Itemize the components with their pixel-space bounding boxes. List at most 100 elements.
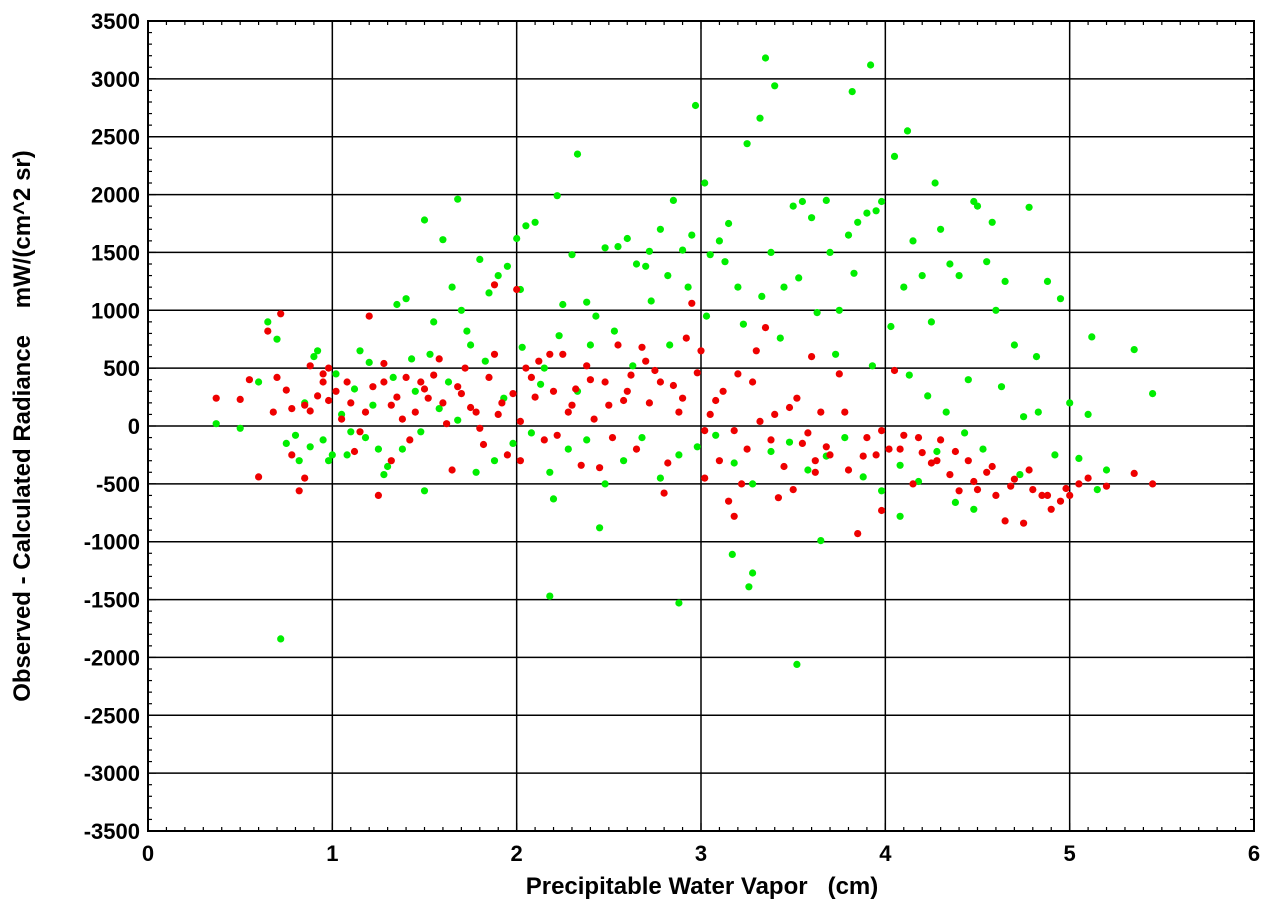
red-data-point: [1001, 517, 1009, 525]
green-data-point: [890, 152, 899, 160]
red-data-point: [863, 434, 871, 442]
red-data-point: [448, 466, 456, 474]
red-data-point: [1007, 482, 1015, 490]
green-data-point: [669, 196, 678, 204]
y-tick-label: 500: [103, 356, 140, 381]
red-data-point: [365, 312, 373, 320]
green-data-point: [758, 292, 766, 300]
green-data-point: [844, 231, 853, 239]
green-data-point: [356, 347, 364, 355]
green-data-point: [485, 289, 493, 297]
red-data-point: [277, 310, 285, 318]
red-data-point: [761, 324, 770, 332]
green-data-point: [490, 457, 499, 465]
green-data-point: [642, 262, 650, 270]
green-data-point: [749, 480, 757, 488]
green-data-point: [295, 457, 303, 465]
green-data-point: [725, 219, 733, 228]
red-data-point: [476, 424, 484, 432]
green-data-point: [1066, 399, 1074, 407]
green-data-point: [1032, 353, 1041, 361]
red-data-point: [688, 299, 696, 307]
red-data-point: [509, 390, 517, 398]
green-data-point: [555, 332, 563, 340]
y-tick-label: -3500: [84, 819, 140, 844]
green-data-point: [1034, 408, 1042, 416]
green-data-point: [903, 127, 912, 135]
red-data-point: [900, 431, 908, 439]
green-data-point: [795, 274, 803, 282]
green-data-point: [961, 429, 969, 437]
green-data-point: [841, 434, 849, 442]
green-data-point: [970, 505, 978, 513]
red-data-point: [513, 285, 521, 294]
red-data-point: [264, 327, 272, 335]
green-data-point: [398, 445, 406, 453]
red-data-point: [804, 429, 812, 437]
red-data-point: [896, 445, 904, 453]
y-tick-label: -2000: [84, 645, 140, 670]
green-data-point: [273, 335, 281, 343]
green-data-point: [430, 318, 438, 326]
red-data-point: [822, 443, 830, 451]
red-data-point: [1149, 480, 1157, 488]
green-data-point: [629, 362, 637, 370]
green-data-point: [454, 195, 462, 203]
red-data-point: [343, 378, 351, 386]
x-tick-label: 5: [1064, 841, 1076, 866]
green-data-point: [620, 457, 628, 465]
green-data-point: [767, 447, 775, 456]
green-data-point: [997, 383, 1006, 391]
red-data-point: [494, 410, 502, 418]
red-data-point: [605, 401, 613, 409]
green-data-point: [638, 434, 646, 442]
red-data-point: [295, 487, 303, 495]
red-data-point: [601, 378, 609, 386]
green-data-point: [553, 192, 561, 200]
red-data-point: [516, 417, 525, 425]
green-data-point: [264, 318, 272, 326]
green-data-point: [988, 218, 996, 226]
x-tick-label: 1: [326, 841, 338, 866]
red-data-point: [719, 387, 727, 395]
red-data-point: [937, 436, 945, 444]
green-data-point: [743, 140, 751, 148]
green-data-point: [1001, 277, 1009, 285]
green-data-point: [540, 364, 548, 372]
green-data-point: [361, 434, 370, 442]
red-data-point: [808, 353, 816, 361]
red-data-point: [914, 434, 923, 442]
green-data-point: [813, 309, 821, 317]
red-data-point: [273, 373, 281, 381]
green-data-point: [693, 443, 701, 451]
red-data-point: [420, 385, 429, 393]
red-data-point: [568, 401, 576, 409]
green-data-point: [494, 272, 502, 280]
green-data-point: [734, 283, 742, 291]
green-data-point: [776, 334, 784, 342]
green-data-point: [712, 431, 720, 439]
green-data-point: [666, 341, 674, 349]
red-data-point: [955, 487, 963, 495]
red-data-point: [387, 457, 395, 465]
red-data-point: [988, 462, 996, 471]
red-data-point: [498, 399, 506, 407]
red-data-point: [909, 480, 917, 488]
red-data-point: [627, 371, 635, 379]
red-data-point: [878, 427, 886, 435]
red-data-point: [212, 394, 220, 402]
green-data-point: [1020, 413, 1028, 421]
red-data-point: [325, 364, 333, 372]
green-data-point: [675, 451, 683, 459]
red-data-point: [540, 436, 548, 444]
green-data-point: [706, 251, 714, 259]
green-data-point: [896, 512, 904, 520]
green-data-point: [527, 429, 536, 437]
red-data-point: [859, 452, 867, 460]
red-data-point: [738, 480, 746, 488]
green-data-point: [702, 312, 711, 320]
red-data-point: [682, 334, 690, 342]
red-data-point: [811, 457, 819, 465]
green-data-point: [380, 471, 388, 479]
red-data-point: [282, 386, 290, 394]
